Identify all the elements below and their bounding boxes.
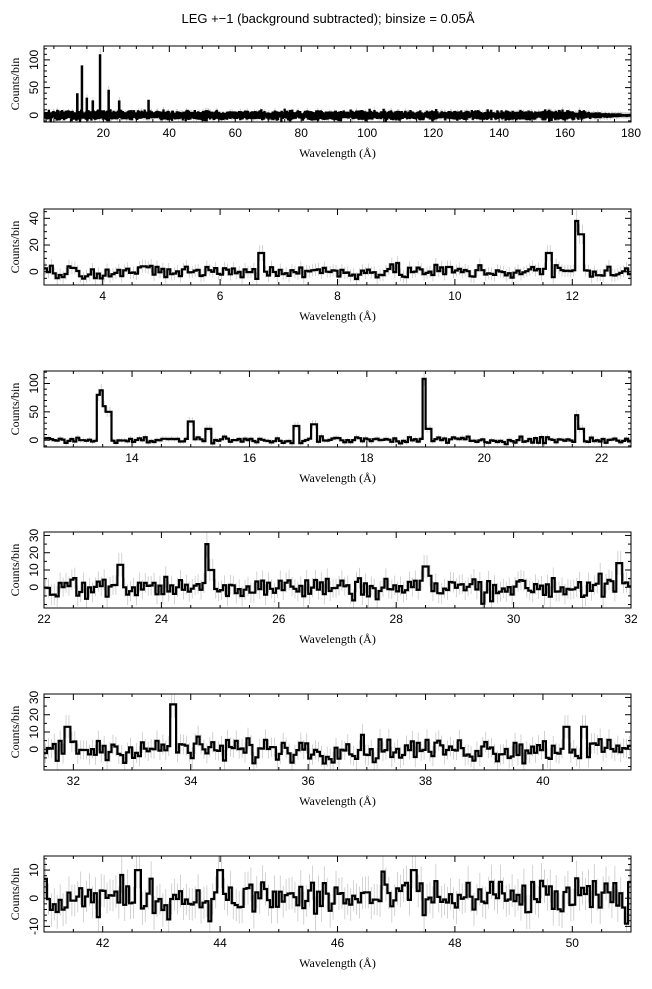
panel-4: 22 24 26 28 30 32 0 10 20 30 Wavelength (Å) Counts/… xyxy=(8,528,638,646)
x-tick-label: 18 xyxy=(360,451,374,465)
x-tick-label: 22 xyxy=(595,451,609,465)
x-tick-label: 34 xyxy=(184,774,198,788)
y-tick-label: -10 xyxy=(27,917,41,935)
panel-5: 32 34 36 38 40 0 10 20 30 Wavelength (Å) Counts/bi… xyxy=(8,690,632,808)
x-tick-label: 8 xyxy=(334,289,341,303)
y-axis-label: Counts/bin xyxy=(8,544,22,597)
x-tick-label: 20 xyxy=(478,451,492,465)
x-tick-label: 30 xyxy=(507,612,521,626)
y-tick-label: 10 xyxy=(27,863,41,877)
y-tick-label: 50 xyxy=(27,81,41,95)
x-tick-label: 46 xyxy=(331,936,345,950)
y-tick-label: 20 xyxy=(27,238,41,252)
spectrum-series xyxy=(44,54,631,122)
x-tick-label: 38 xyxy=(419,774,433,788)
x-tick-label: 10 xyxy=(448,289,462,303)
error-bars xyxy=(45,694,630,770)
x-tick-label: 24 xyxy=(155,612,169,626)
spectrum-series xyxy=(44,377,631,446)
y-tick-label: 0 xyxy=(27,112,41,119)
x-tick-label: 140 xyxy=(489,126,509,140)
y-tick-label: 10 xyxy=(27,563,41,577)
x-tick-label: 180 xyxy=(621,126,641,140)
x-axis-label: Wavelength (Å) xyxy=(299,146,376,160)
x-tick-label: 14 xyxy=(125,451,139,465)
plot-frame xyxy=(43,370,632,448)
y-tick-label: 20 xyxy=(27,708,41,722)
x-tick-label: 44 xyxy=(213,936,227,950)
y-tick-label: 100 xyxy=(27,373,41,393)
y-axis-label: Counts/bin xyxy=(8,706,22,759)
x-axis-label: Wavelength (Å) xyxy=(299,632,376,646)
x-tick-label: 48 xyxy=(448,936,462,950)
x-axis-label: Wavelength (Å) xyxy=(299,794,376,808)
panel-6: 42 44 46 48 50 -10 0 10 Wavelength (Å) Counts/bin xyxy=(8,855,632,970)
y-tick-label: 100 xyxy=(27,50,41,70)
error-bars xyxy=(45,532,630,608)
panel-1: 20 40 60 80 100 120 140 160 180 0 50 100 Wavelength … xyxy=(8,45,641,160)
x-tick-label: 80 xyxy=(295,126,309,140)
x-tick-label: 160 xyxy=(555,126,575,140)
x-axis-label: Wavelength (Å) xyxy=(299,471,376,485)
error-bars xyxy=(45,371,630,447)
y-axis-label: Counts/bin xyxy=(8,58,22,111)
y-tick-label: 0 xyxy=(27,746,41,753)
x-tick-label: 40 xyxy=(163,126,177,140)
plot-frame xyxy=(43,531,632,609)
x-tick-label: 4 xyxy=(99,289,106,303)
x-tick-label: 22 xyxy=(37,612,51,626)
panel-3: 14 16 18 20 22 0 50 100 Wavelength (Å) Counts/bin xyxy=(8,370,632,485)
y-tick-label: 30 xyxy=(27,528,41,542)
x-tick-label: 28 xyxy=(390,612,404,626)
panel-2: 4 6 8 10 12 0 20 40 Wavelength (Å) Counts/bin xyxy=(8,208,632,323)
x-tick-label: 12 xyxy=(566,289,580,303)
y-tick-label: 0 xyxy=(27,895,41,902)
x-tick-label: 16 xyxy=(243,451,257,465)
x-tick-label: 40 xyxy=(536,774,550,788)
y-tick-label: 30 xyxy=(27,690,41,704)
x-tick-label: 36 xyxy=(301,774,315,788)
y-tick-label: 10 xyxy=(27,725,41,739)
spectrum-series xyxy=(44,703,631,765)
x-tick-label: 50 xyxy=(566,936,580,950)
x-tick-label: 32 xyxy=(624,612,638,626)
y-tick-label: 50 xyxy=(27,405,41,419)
x-axis-label: Wavelength (Å) xyxy=(299,309,376,323)
x-tick-label: 42 xyxy=(96,936,110,950)
y-tick-label: 0 xyxy=(27,268,41,275)
figure-title: LEG +−1 (background subtracted); binsize… xyxy=(181,11,474,26)
y-axis-label: Counts/bin xyxy=(8,221,22,274)
y-axis-label: Counts/bin xyxy=(8,868,22,921)
spectrum-series xyxy=(44,543,631,605)
x-axis-label: Wavelength (Å) xyxy=(299,956,376,970)
spectrum-series xyxy=(44,869,631,925)
x-tick-label: 20 xyxy=(97,126,111,140)
y-tick-label: 40 xyxy=(27,211,41,225)
spectrum-series xyxy=(44,219,631,281)
x-tick-label: 120 xyxy=(423,126,443,140)
plot-frame xyxy=(43,45,632,123)
y-tick-label: 20 xyxy=(27,546,41,560)
x-tick-label: 26 xyxy=(272,612,286,626)
y-axis-label: Counts/bin xyxy=(8,383,22,436)
panels: 20 40 60 80 100 120 140 160 180050100Wavelength … xyxy=(8,45,641,970)
x-tick-label: 60 xyxy=(229,126,243,140)
x-tick-label: 32 xyxy=(67,774,81,788)
x-tick-label: 6 xyxy=(217,289,224,303)
y-tick-label: 0 xyxy=(27,584,41,591)
x-tick-label: 100 xyxy=(357,126,377,140)
y-tick-label: 0 xyxy=(27,437,41,444)
